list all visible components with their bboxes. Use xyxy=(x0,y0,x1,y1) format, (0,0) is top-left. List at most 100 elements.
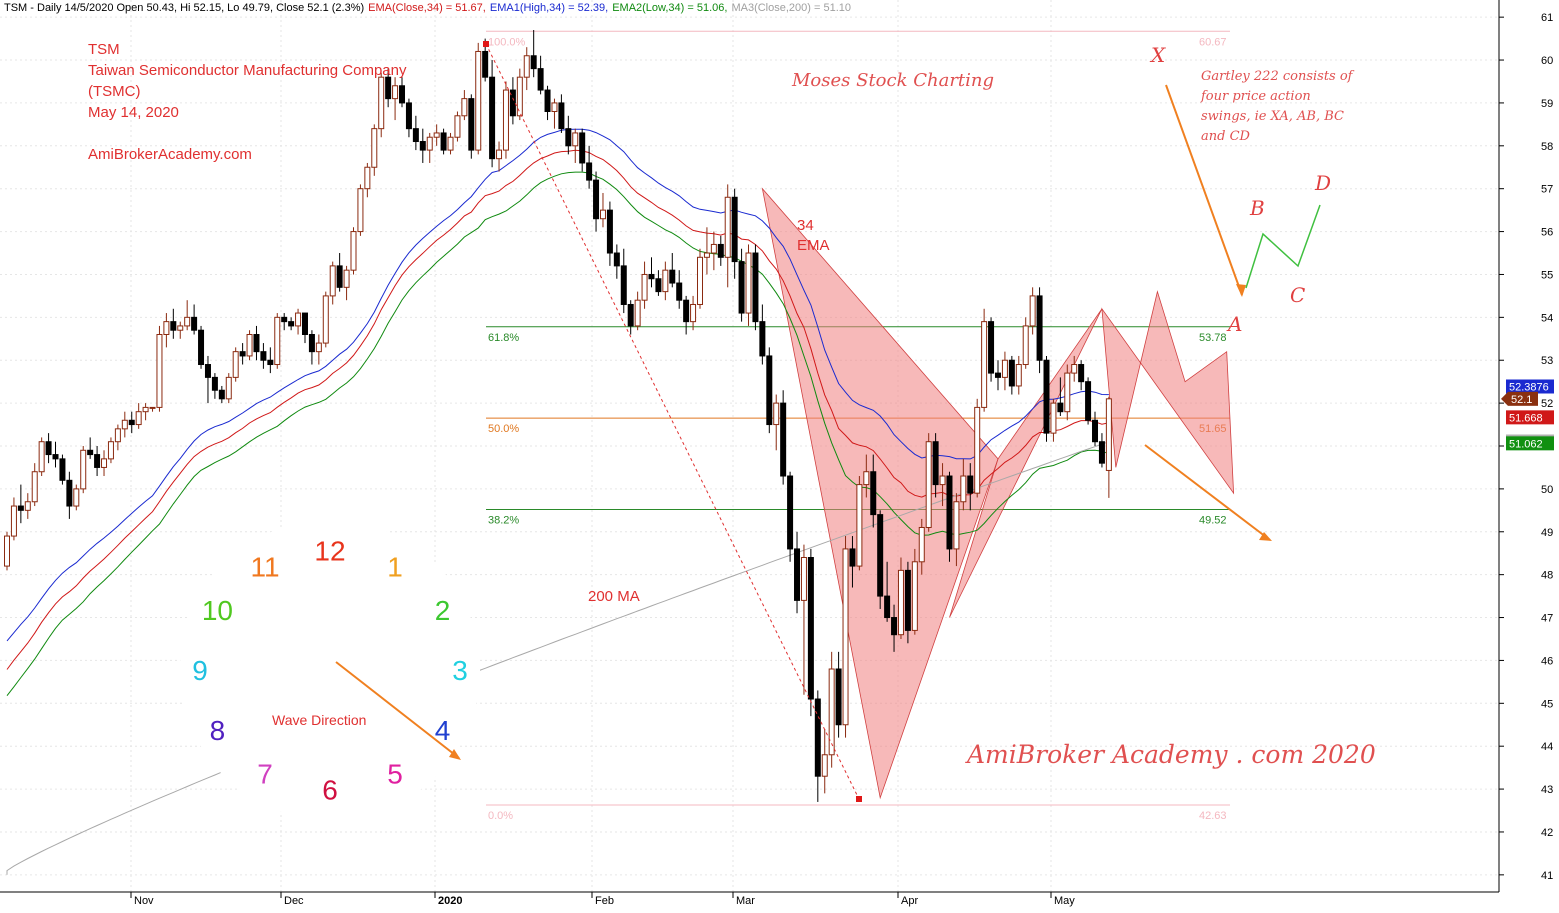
fib-anchor-top xyxy=(483,41,489,47)
candle-up xyxy=(1015,364,1022,387)
y-tick-label: 47 xyxy=(1541,613,1553,625)
candle-down xyxy=(558,102,565,130)
chart-date: May 14, 2020 xyxy=(88,104,179,121)
candle-up xyxy=(295,312,302,327)
ema-close-line xyxy=(6,149,1110,670)
y-tick-label: 41 xyxy=(1541,870,1553,882)
candle-down xyxy=(537,68,544,91)
fib-level-pct: 100.0% xyxy=(488,36,526,48)
candle-up xyxy=(690,303,697,323)
candle-up xyxy=(918,526,925,563)
candle-up xyxy=(1071,364,1078,374)
candle-down xyxy=(1008,359,1015,387)
candle-up xyxy=(156,334,163,408)
clock-number: 12 xyxy=(314,535,345,566)
candle-down xyxy=(128,419,135,426)
candle-down xyxy=(884,595,891,619)
candle-up xyxy=(274,316,281,366)
x-tick-label: May xyxy=(1054,895,1075,907)
clock-number: 11 xyxy=(250,551,279,582)
candle-down xyxy=(308,334,315,353)
site-name: AmiBrokerAcademy.com xyxy=(88,146,252,163)
fib-level-pct: 50.0% xyxy=(488,423,519,435)
clock-number: 5 xyxy=(387,759,403,790)
candle-down xyxy=(1085,381,1092,421)
fib-level-pct: 61.8% xyxy=(488,332,519,344)
gartley-note-4: and CD xyxy=(1201,129,1251,144)
candle-down xyxy=(870,471,877,516)
candle-up xyxy=(461,98,468,117)
candle-down xyxy=(1092,419,1099,443)
candle-down xyxy=(482,50,489,78)
candle-up xyxy=(1064,372,1071,413)
gartley-pattern-shape xyxy=(1101,290,1235,495)
candle-down xyxy=(648,273,655,280)
header-ema2: EMA2(Low,34) = 51.06, xyxy=(612,2,727,14)
candle-down xyxy=(204,364,211,378)
clock-number: 4 xyxy=(435,715,451,746)
gartley-note-3: swings, ie XA, AB, BC xyxy=(1201,109,1344,124)
annotations-layer: TSM Taiwan Semiconductor Manufacturing C… xyxy=(88,41,1376,802)
candle-up xyxy=(329,265,336,297)
candle-down xyxy=(59,458,66,481)
x-tick-label: Apr xyxy=(901,895,918,907)
candle-down xyxy=(794,548,801,601)
price-badge-label: 51.668 xyxy=(1509,412,1543,424)
candle-up xyxy=(516,76,523,117)
candle-down xyxy=(814,698,821,777)
gartley-pattern-shape xyxy=(761,187,999,800)
candle-up xyxy=(572,132,579,147)
fib-level-pct: 0.0% xyxy=(488,810,513,822)
candle-down xyxy=(835,668,842,726)
candle-down xyxy=(87,449,94,456)
candle-up xyxy=(101,458,108,468)
candle-down xyxy=(440,132,447,151)
candle-down xyxy=(288,321,295,327)
candle-up xyxy=(121,419,128,430)
candle-down xyxy=(994,372,1001,378)
clock-number: 6 xyxy=(322,775,338,806)
candle-up xyxy=(1105,398,1112,471)
candle-down xyxy=(253,334,260,353)
y-axis: 4142434445464748495051525354555657585960… xyxy=(1499,12,1553,882)
candle-up xyxy=(315,342,322,353)
y-tick-label: 57 xyxy=(1541,184,1553,196)
fib-level-pct: 38.2% xyxy=(488,514,519,526)
x-axis: Nov Dec 2020 Feb Mar Apr May xyxy=(130,892,1075,907)
ma-label: 200 MA xyxy=(588,588,640,605)
candle-up xyxy=(31,471,38,503)
candle-down xyxy=(1098,441,1105,464)
candle-down xyxy=(586,162,593,181)
moving-average-lines xyxy=(6,128,1110,875)
y-tick-label: 48 xyxy=(1541,570,1553,582)
gartley-patterns xyxy=(761,187,1235,800)
candle-down xyxy=(988,321,995,374)
point-b-label: B xyxy=(1249,196,1265,220)
candle-down xyxy=(260,351,267,361)
candle-down xyxy=(1036,295,1043,361)
y-tick-label: 53 xyxy=(1541,355,1553,367)
price-badge xyxy=(1506,379,1554,394)
candle-down xyxy=(281,316,288,323)
candle-up xyxy=(364,166,371,190)
candlesticks xyxy=(4,30,1112,802)
candle-down xyxy=(412,128,419,143)
fib-level-value: 60.67 xyxy=(1199,36,1227,48)
clock-number: 8 xyxy=(210,715,226,746)
candle-down xyxy=(759,321,766,357)
x-tick-label: Feb xyxy=(595,895,614,907)
point-c-label: C xyxy=(1290,283,1305,307)
fib-level-value: 42.63 xyxy=(1199,810,1227,822)
candle-up xyxy=(426,136,433,151)
candle-down xyxy=(877,514,884,597)
candle-down xyxy=(191,316,198,331)
price-badge-label: 52.1 xyxy=(1511,394,1532,406)
candle-down xyxy=(218,389,225,400)
watermark: AmiBroker Academy . com 2020 xyxy=(965,740,1376,769)
clock-title: Wave Direction xyxy=(272,712,366,728)
candle-down xyxy=(565,128,572,147)
candle-up xyxy=(232,351,239,378)
candle-down xyxy=(904,569,911,631)
gartley-pattern-shape xyxy=(949,308,1103,618)
